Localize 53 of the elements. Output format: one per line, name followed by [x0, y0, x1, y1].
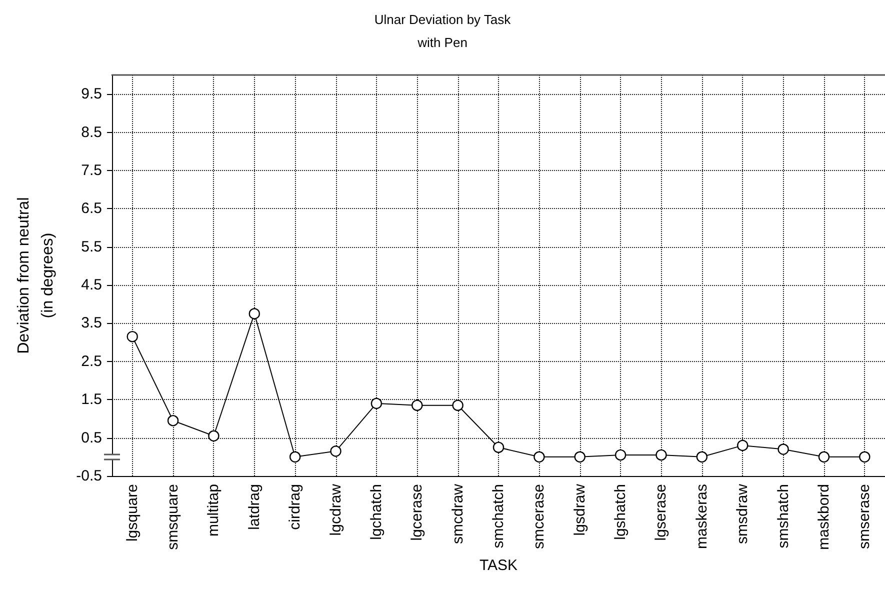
- point: [167, 415, 179, 426]
- y-tick-label: 4.5: [81, 276, 102, 294]
- point: [452, 400, 464, 411]
- y-tick-label: 2.5: [81, 352, 102, 370]
- point: [859, 451, 870, 462]
- point: [656, 449, 667, 461]
- x-tick-label: maskbord: [815, 484, 832, 550]
- point: [208, 430, 220, 442]
- y-tick-label: 3.5: [81, 314, 102, 332]
- x-tick-label: cirdrag: [286, 484, 304, 530]
- x-tick-label: lgchatch: [368, 484, 385, 540]
- x-tick-label: lgserase: [652, 484, 670, 541]
- y-tick-label: 8.5: [81, 124, 102, 141]
- x-tick-label: smcdraw: [449, 484, 466, 544]
- point: [492, 442, 504, 453]
- y-tick-label: 0.5: [81, 429, 102, 446]
- point: [614, 449, 626, 461]
- chart-subtitle: with Pen: [416, 35, 468, 50]
- point: [574, 451, 586, 462]
- point: [412, 400, 423, 411]
- x-tick-label: lgsquare: [124, 484, 141, 542]
- x-axis-title: TASK: [479, 556, 518, 574]
- y-tick-label: -0.5: [76, 468, 102, 484]
- point: [818, 451, 830, 462]
- x-tick-label: lgcdraw: [327, 484, 344, 536]
- point: [696, 451, 708, 462]
- y-tick-label: 6.5: [81, 200, 102, 218]
- y-tick-label: 1.5: [81, 391, 102, 408]
- x-tick-label: lgsdraw: [571, 484, 588, 536]
- x-tick-label: smchatch: [490, 484, 507, 548]
- x-tick-label: multitap: [205, 484, 222, 537]
- x-tick-label: smserase: [856, 484, 874, 550]
- x-tick-label: lgcerase: [408, 484, 426, 541]
- point: [248, 308, 260, 320]
- x-tick-label: smcerase: [530, 484, 548, 550]
- y-axis-title: Deviation from neutral (in degrees): [16, 197, 56, 354]
- point: [330, 446, 342, 457]
- point: [126, 331, 138, 342]
- x-tick-label: smsdraw: [734, 484, 752, 544]
- point: [289, 451, 301, 462]
- y-tick-label: 9.5: [81, 86, 102, 103]
- point: [737, 440, 748, 452]
- chart-title: Ulnar Deviation by Task: [374, 12, 512, 27]
- x-tick-label: maskeras: [693, 484, 710, 550]
- point: [534, 451, 545, 462]
- point: [370, 398, 382, 410]
- y-tick-label: 5.5: [81, 238, 102, 256]
- x-tick-label: smsquare: [164, 484, 182, 550]
- x-tick-label: latdrag: [246, 484, 263, 530]
- x-tick-label: smshatch: [774, 484, 792, 548]
- point: [778, 444, 789, 455]
- y-tick-label: 7.5: [81, 162, 102, 179]
- x-tick-label: lgshatch: [612, 484, 630, 540]
